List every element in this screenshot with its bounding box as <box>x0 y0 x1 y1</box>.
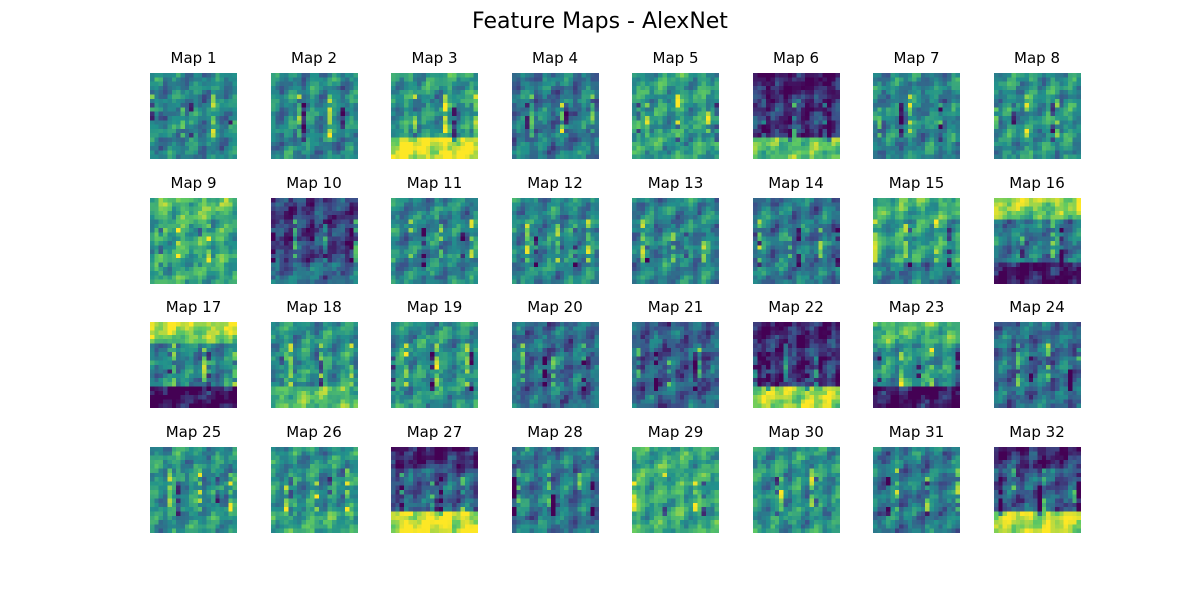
feature-map-label: Map 12 <box>527 173 583 192</box>
feature-map-image <box>993 73 1081 159</box>
feature-map-image <box>993 446 1081 533</box>
feature-map-label: Map 27 <box>406 422 463 441</box>
feature-map-image <box>391 322 478 409</box>
feature-map-image <box>150 197 237 284</box>
feature-map-image <box>752 73 840 159</box>
feature-map-label: Map 17 <box>165 298 222 317</box>
feature-map-label: Map 5 <box>652 49 699 67</box>
feature-map-image <box>632 197 719 284</box>
feature-map-image <box>150 322 237 409</box>
feature-map-image <box>391 197 478 284</box>
feature-map-image <box>270 322 358 409</box>
feature-map-label: Map 20 <box>527 298 583 317</box>
feature-map-label: Map 23 <box>888 298 945 317</box>
feature-map-image <box>873 322 960 409</box>
feature-map-label: Map 9 <box>170 173 217 192</box>
feature-map-label: Map 30 <box>768 422 824 441</box>
feature-map-image <box>993 197 1081 284</box>
feature-map-image <box>752 446 840 533</box>
feature-map-label: Map 21 <box>647 298 704 317</box>
feature-map-label: Map 1 <box>170 49 217 67</box>
feature-map-label: Map 19 <box>406 298 463 317</box>
feature-map-image <box>511 446 599 533</box>
feature-map-grid: Map 1 Map 2 Map 3 Map 4 Map 5 Map 6 Map 7 Map 8… <box>150 48 1081 534</box>
feature-map-image <box>391 446 478 533</box>
feature-map-image <box>270 197 358 284</box>
feature-map-label: Map 6 <box>773 49 819 67</box>
feature-map-image <box>632 73 719 159</box>
feature-map-label: Map 31 <box>888 422 945 441</box>
feature-map-label: Map 2 <box>291 49 337 67</box>
feature-map-label: Map 16 <box>1009 173 1065 192</box>
feature-map-label: Map 32 <box>1009 422 1065 441</box>
feature-map-image <box>752 322 840 409</box>
feature-map-label: Map 22 <box>768 298 824 317</box>
feature-map-image <box>270 446 358 533</box>
feature-map-image <box>511 197 599 284</box>
feature-map-label: Map 7 <box>893 49 940 67</box>
feature-map-label: Map 28 <box>527 422 583 441</box>
feature-map-image <box>752 197 840 284</box>
feature-map-label: Map 18 <box>286 298 342 317</box>
feature-map-label: Map 26 <box>286 422 342 441</box>
feature-map-image <box>632 446 719 533</box>
feature-map-label: Map 11 <box>406 173 463 192</box>
feature-map-label: Map 29 <box>647 422 704 441</box>
feature-map-image <box>873 446 960 533</box>
feature-map-label: Map 13 <box>647 173 704 192</box>
feature-map-label: Map 10 <box>286 173 342 192</box>
feature-map-image <box>511 322 599 409</box>
feature-map-label: Map 14 <box>768 173 824 192</box>
feature-map-label: Map 15 <box>888 173 945 192</box>
feature-map-image <box>873 197 960 284</box>
feature-map-image <box>632 322 719 409</box>
feature-map-image <box>150 446 237 533</box>
feature-map-label: Map 8 <box>1014 49 1060 67</box>
feature-map-image <box>993 322 1081 409</box>
feature-map-image <box>511 73 599 159</box>
feature-map-label: Map 3 <box>411 49 458 67</box>
figure-title: Feature Maps - AlexNet <box>472 9 728 34</box>
feature-map-image <box>270 73 358 159</box>
feature-map-label: Map 24 <box>1009 298 1065 317</box>
feature-map-image <box>873 73 960 159</box>
feature-map-image <box>150 73 237 159</box>
feature-map-label: Map 25 <box>165 422 222 441</box>
feature-map-label: Map 4 <box>532 49 578 67</box>
feature-map-image <box>391 73 478 159</box>
